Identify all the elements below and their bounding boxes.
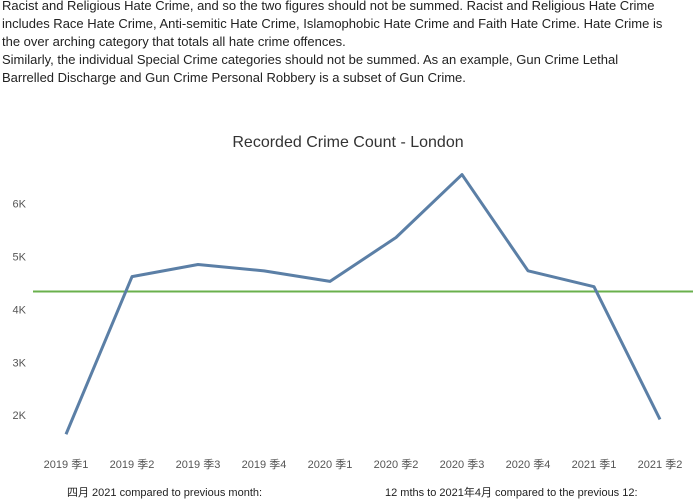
- x-tick-label: 2019 季2: [110, 458, 155, 471]
- text-line: the over arching category that totals al…: [2, 34, 346, 49]
- footer-right: 12 mths to 2021年4月 compared to the previ…: [385, 485, 638, 499]
- x-tick-label: 2020 季2: [374, 458, 419, 471]
- footer-left: 四月 2021 compared to previous month:: [67, 487, 262, 499]
- y-tick-label: 4K: [13, 304, 27, 316]
- y-tick-label: 3K: [13, 357, 27, 369]
- x-tick-label: 2019 季3: [176, 458, 221, 471]
- line: [64, 173, 662, 435]
- x-tick-label: 2021 季2: [638, 458, 683, 471]
- y-tick-label: 2K: [13, 410, 27, 422]
- y-tick-label: 6K: [13, 199, 27, 211]
- x-tick-label: 2020 季3: [440, 458, 485, 471]
- y-tick-label: 5K: [13, 252, 27, 264]
- x-tick-label: 2020 季4: [506, 458, 551, 471]
- description: Racist and Religious Hate Crime, and so …: [2, 0, 662, 87]
- x-tick-label: 2020 季1: [308, 458, 353, 471]
- x-tick-label: 2021 季1: [572, 458, 617, 471]
- text-line: Racist and Religious Hate Crime, and so …: [2, 0, 655, 13]
- text-line: Barrelled Discharge and Gun Crime Person…: [2, 70, 466, 85]
- chart-title: Recorded Crime Count - London: [232, 134, 463, 151]
- x-tick-label: 2019 季1: [44, 458, 89, 471]
- text-line: includes Race Hate Crime, Anti-semitic H…: [2, 16, 663, 31]
- text-line: Similarly, the individual Special Crime …: [2, 52, 619, 67]
- x-tick-label: 2019 季4: [242, 458, 287, 471]
